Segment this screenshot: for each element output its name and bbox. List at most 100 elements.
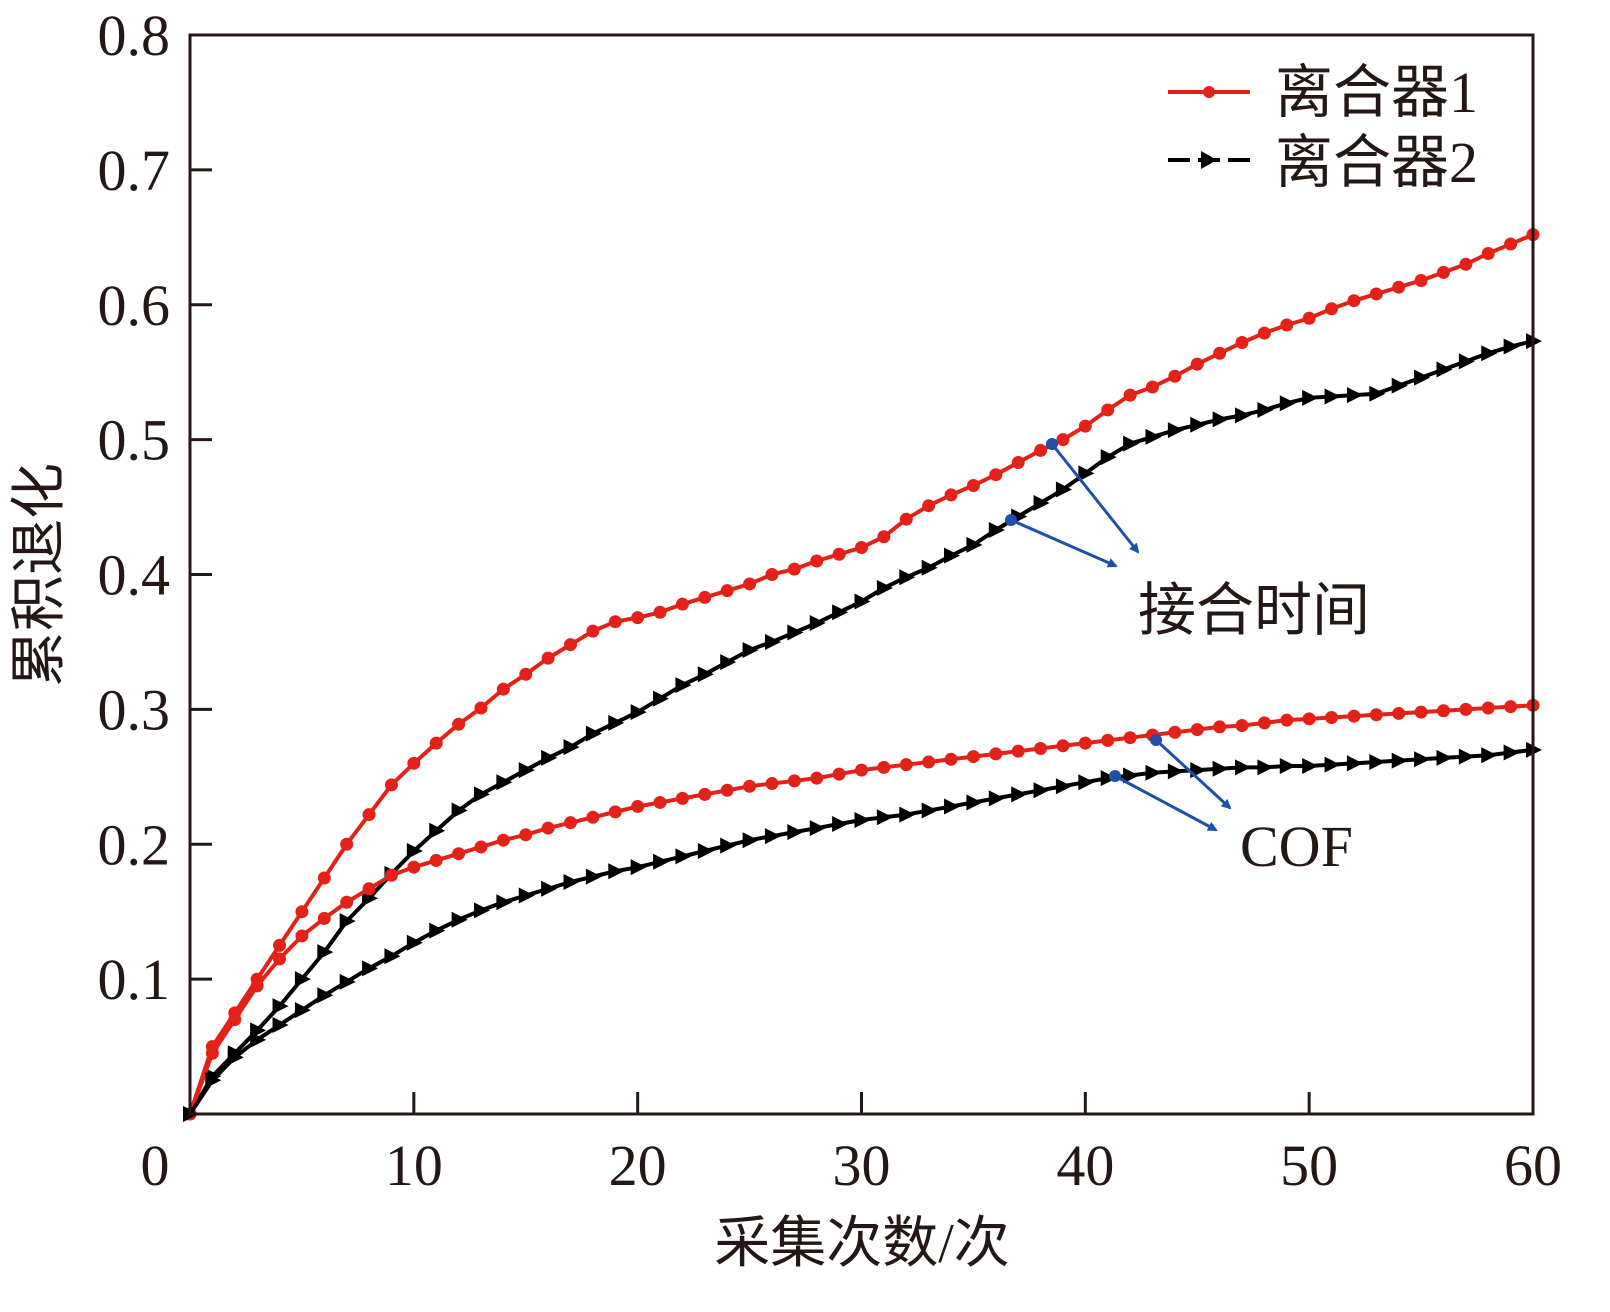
data-point <box>877 760 891 774</box>
data-point <box>1302 712 1316 726</box>
data-point <box>876 579 893 596</box>
data-point <box>1347 709 1361 723</box>
data-point <box>1324 388 1341 405</box>
data-point <box>630 859 647 876</box>
data-point <box>1033 495 1050 512</box>
data-point <box>1078 736 1092 750</box>
data-point <box>1101 403 1115 417</box>
data-point <box>1392 280 1406 294</box>
data-point <box>273 938 287 952</box>
data-point <box>294 1002 311 1019</box>
data-point <box>541 880 558 897</box>
data-point <box>541 651 555 665</box>
data-point <box>921 559 938 576</box>
data-point <box>1279 395 1296 412</box>
data-point <box>563 874 580 891</box>
data-point <box>787 824 804 841</box>
y-axis-label: 累积退化 <box>9 463 71 687</box>
data-point <box>809 615 826 632</box>
data-point <box>832 547 846 561</box>
data-point <box>406 842 423 859</box>
data-point <box>1056 739 1070 753</box>
data-point <box>743 779 757 793</box>
data-point <box>473 902 490 919</box>
data-point <box>1280 318 1294 332</box>
data-point <box>832 816 849 833</box>
data-point <box>564 638 578 652</box>
x-tick-labels: 0 10 20 30 40 50 60 <box>141 1133 1563 1198</box>
data-point <box>631 611 645 625</box>
data-point <box>922 755 936 769</box>
data-point <box>317 911 331 925</box>
data-point <box>653 795 667 809</box>
y-tick-label: 0.7 <box>98 138 171 203</box>
annotation-arrow <box>1154 738 1232 810</box>
data-point <box>1302 389 1319 406</box>
data-point <box>1436 361 1453 378</box>
data-point <box>1503 338 1520 355</box>
series-line <box>188 339 1534 1116</box>
data-point <box>697 842 714 859</box>
data-point <box>1100 449 1117 466</box>
data-point <box>1034 443 1048 457</box>
data-point <box>452 717 466 731</box>
data-point <box>474 840 488 854</box>
x-axis-label: 采集次数/次 <box>714 1213 1010 1275</box>
data-point <box>1346 755 1363 772</box>
data-point <box>474 701 488 715</box>
data-point <box>854 811 871 828</box>
x-tick-label: 30 <box>833 1133 891 1198</box>
data-point <box>1078 419 1092 433</box>
y-tick-label: 0.4 <box>98 543 171 608</box>
series-line <box>188 747 1534 1116</box>
data-point <box>787 774 801 788</box>
data-point <box>988 521 1005 538</box>
data-point <box>1011 786 1028 803</box>
data-point <box>541 821 555 835</box>
data-point <box>630 704 647 721</box>
data-point <box>1078 774 1095 791</box>
annotation-label: 接合时间 <box>1138 578 1370 643</box>
data-point <box>675 597 689 611</box>
data-point <box>832 767 846 781</box>
data-point <box>541 749 558 766</box>
data-point <box>1011 456 1025 470</box>
data-point <box>742 642 759 659</box>
data-point <box>1481 345 1498 362</box>
data-point <box>473 786 490 803</box>
axis-ticks <box>190 33 1535 1114</box>
data-point <box>1123 435 1140 452</box>
data-point <box>1055 778 1072 795</box>
data-point <box>1100 770 1117 787</box>
data-point <box>295 929 309 943</box>
data-point <box>1391 377 1408 394</box>
data-point <box>1347 294 1361 308</box>
data-point <box>1257 326 1271 340</box>
data-point <box>452 847 466 861</box>
data-point <box>362 882 376 896</box>
data-point <box>384 948 401 965</box>
data-point <box>944 488 958 502</box>
data-point <box>429 822 446 839</box>
data-point <box>810 554 824 568</box>
data-point <box>429 736 443 750</box>
data-point <box>809 820 826 837</box>
data-point <box>1168 725 1182 739</box>
legend: 离合器1 离合器2 <box>1168 60 1478 195</box>
legend-entry-2: 离合器2 <box>1168 130 1478 195</box>
data-point <box>1414 751 1431 768</box>
data-point <box>653 690 670 707</box>
data-point <box>787 562 801 576</box>
data-point <box>451 911 468 928</box>
data-point <box>899 758 913 772</box>
data-point <box>496 682 510 696</box>
data-point <box>317 987 334 1004</box>
data-point <box>1459 702 1473 716</box>
data-point <box>227 1049 244 1066</box>
data-point <box>406 934 423 951</box>
data-point <box>653 853 670 870</box>
annotation-engagement-time: 接合时间 <box>1005 438 1370 643</box>
data-point <box>720 654 737 671</box>
data-point <box>787 624 804 641</box>
data-point <box>272 1016 289 1033</box>
